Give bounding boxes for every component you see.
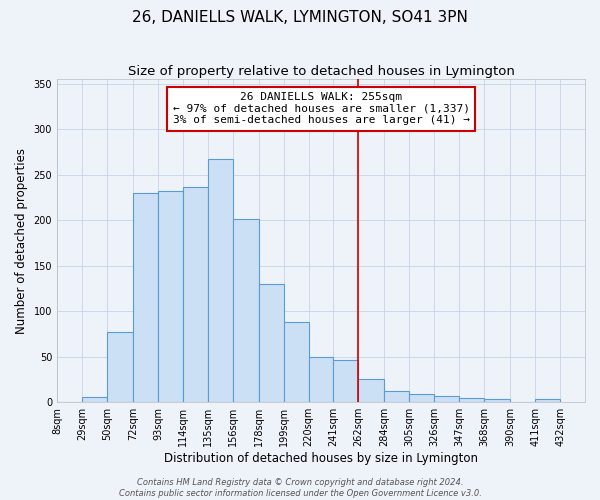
Bar — [409, 394, 434, 402]
Bar — [358, 380, 385, 402]
Bar — [158, 191, 183, 402]
Bar — [259, 284, 284, 402]
Bar — [308, 356, 334, 402]
Bar — [434, 396, 459, 402]
Bar — [107, 332, 133, 402]
Text: 26 DANIELLS WALK: 255sqm
← 97% of detached houses are smaller (1,337)
3% of semi: 26 DANIELLS WALK: 255sqm ← 97% of detach… — [173, 92, 470, 126]
Bar — [535, 398, 560, 402]
Bar — [385, 392, 409, 402]
Bar — [484, 398, 510, 402]
Text: 26, DANIELLS WALK, LYMINGTON, SO41 3PN: 26, DANIELLS WALK, LYMINGTON, SO41 3PN — [132, 10, 468, 25]
Title: Size of property relative to detached houses in Lymington: Size of property relative to detached ho… — [128, 65, 514, 78]
Bar — [82, 396, 107, 402]
Y-axis label: Number of detached properties: Number of detached properties — [15, 148, 28, 334]
Bar — [233, 220, 259, 402]
X-axis label: Distribution of detached houses by size in Lymington: Distribution of detached houses by size … — [164, 452, 478, 465]
Bar — [334, 360, 358, 402]
Bar — [284, 322, 308, 402]
Bar — [183, 186, 208, 402]
Bar — [208, 159, 233, 402]
Text: Contains HM Land Registry data © Crown copyright and database right 2024.
Contai: Contains HM Land Registry data © Crown c… — [119, 478, 481, 498]
Bar — [459, 398, 484, 402]
Bar — [133, 193, 158, 402]
